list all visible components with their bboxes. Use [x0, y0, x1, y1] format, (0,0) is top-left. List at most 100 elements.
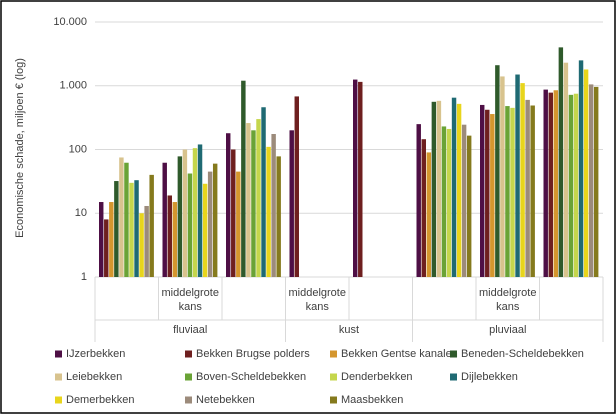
legend-swatch	[55, 350, 62, 358]
bar	[436, 100, 442, 277]
bar	[588, 84, 594, 277]
legend-label: Demerbekken	[66, 394, 134, 406]
bar	[578, 60, 584, 278]
bar	[104, 219, 109, 277]
bar	[172, 202, 178, 277]
bar	[129, 182, 134, 277]
bar	[162, 162, 167, 277]
y-tick-label: 1.000	[59, 80, 87, 92]
y-tick-label: 100	[69, 143, 87, 155]
bar	[266, 146, 271, 277]
bar	[461, 124, 467, 277]
x-tick-label: middelgrote kans	[289, 287, 346, 313]
bar	[495, 65, 500, 277]
bar	[530, 105, 535, 277]
bar	[251, 130, 256, 277]
legend-label: Dijlebekken	[461, 371, 518, 383]
bar	[485, 109, 490, 278]
bar	[149, 174, 154, 277]
legend-label: Bekken Gentse kanalen	[341, 348, 458, 360]
legend-label: Denderbekken	[341, 371, 413, 383]
bar	[294, 96, 299, 278]
bar	[192, 148, 198, 277]
legend-label: Maasbekken	[341, 394, 403, 406]
bar	[426, 152, 432, 277]
bar	[568, 94, 574, 277]
bar	[490, 114, 495, 278]
bar	[446, 128, 452, 277]
y-tick-label: 10.000	[53, 16, 87, 28]
legend-swatch	[330, 350, 337, 358]
bar	[543, 89, 548, 277]
bar	[563, 62, 569, 277]
bar	[236, 171, 241, 277]
bar	[593, 86, 599, 277]
legend-swatch	[185, 350, 192, 358]
legend-swatch	[55, 396, 62, 404]
bar	[226, 133, 231, 277]
bar	[520, 83, 525, 278]
legend-label: Bekken Brugse polders	[196, 348, 310, 360]
bar	[416, 124, 421, 278]
bar	[431, 101, 437, 278]
bar	[358, 81, 363, 277]
bar	[177, 156, 183, 277]
bar	[202, 183, 208, 277]
bar	[583, 69, 589, 277]
legend-swatch	[185, 373, 192, 381]
y-tick-label: 1	[81, 271, 87, 283]
bar	[558, 47, 564, 277]
bar	[182, 149, 188, 277]
x-tick-label: middelgrote kans	[479, 287, 536, 313]
bar	[271, 134, 276, 277]
y-axis-label: Economische schade, miljoen € (log)	[14, 58, 26, 238]
legend-label: Boven-Scheldebekken	[196, 371, 306, 383]
bar	[241, 80, 246, 277]
bar	[353, 79, 358, 277]
bar	[510, 107, 515, 278]
bar	[553, 90, 559, 277]
bar	[134, 180, 139, 277]
bar	[441, 126, 447, 277]
bar	[261, 107, 266, 277]
bar	[500, 76, 505, 277]
legend-swatch	[450, 373, 457, 381]
legend-label: Leiebekken	[66, 371, 122, 383]
legend-swatch	[330, 396, 337, 404]
bar	[515, 74, 520, 277]
bar	[421, 139, 426, 277]
bar	[144, 205, 149, 277]
group-label: kust	[339, 324, 359, 336]
bar	[466, 135, 472, 277]
group-label: fluviaal	[173, 324, 207, 336]
legend-swatch	[450, 350, 457, 358]
bar	[167, 195, 172, 277]
bar	[246, 123, 251, 278]
bar	[573, 93, 579, 277]
bar	[207, 171, 213, 277]
bar	[114, 181, 119, 277]
bar	[525, 99, 530, 278]
bar	[548, 92, 553, 277]
bar	[256, 119, 261, 277]
legend-label: Netebekken	[196, 394, 255, 406]
bar	[505, 106, 510, 278]
bar	[451, 97, 457, 277]
bar	[289, 130, 294, 277]
legend-label: IJzerbekken	[66, 348, 125, 360]
bar	[119, 157, 124, 277]
y-tick-label: 10	[75, 207, 87, 219]
group-label: pluviaal	[489, 324, 526, 336]
legend-swatch	[185, 396, 192, 404]
legend-swatch	[55, 373, 62, 381]
bar	[99, 202, 104, 277]
x-tick-label: middelgrote kans	[162, 287, 219, 313]
bar	[480, 104, 485, 277]
bar	[187, 173, 193, 277]
bar	[231, 149, 236, 277]
bar	[197, 144, 203, 277]
bar	[139, 213, 144, 277]
bar	[456, 103, 462, 277]
legend-swatch	[330, 373, 337, 381]
